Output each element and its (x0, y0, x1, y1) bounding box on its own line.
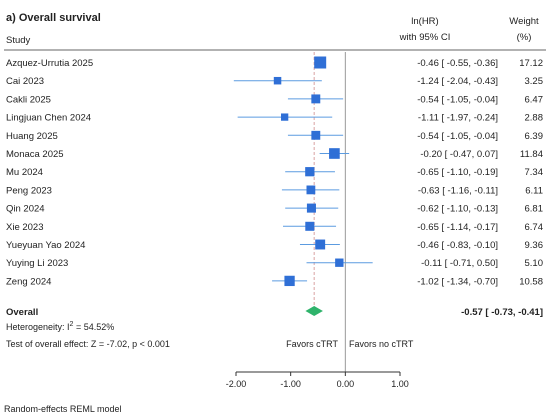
effect-size-marker (281, 113, 289, 121)
overall-label: Overall (6, 307, 38, 318)
weight-text: 17.12 (519, 58, 543, 69)
heterogeneity-text: Heterogeneity: I2 = 54.52% (6, 321, 114, 332)
table-row: Qin 2024 -0.62 [ -1.10, -0.13] 6.81 (6, 203, 544, 215)
weight-text: 7.34 (525, 167, 544, 178)
study-name: Huang 2025 (6, 131, 58, 142)
effect-column-header-line1: ln(HR) (411, 16, 438, 27)
table-row: Peng 2023 -0.63 [ -1.16, -0.11] 6.11 (6, 185, 543, 196)
weight-text: 6.11 (525, 185, 543, 196)
table-row: Yuying Li 2023 -0.11 [ -0.71, 0.50] 5.10 (6, 258, 543, 269)
effect-ci-text: -0.46 [ -0.83, -0.10] (417, 240, 498, 251)
effect-ci-text: -0.11 [ -0.71, 0.50] (421, 258, 498, 269)
study-name: Cai 2023 (6, 76, 44, 87)
weight-text: 11.84 (520, 149, 543, 160)
effect-size-marker (273, 76, 282, 85)
study-name: Zeng 2024 (6, 276, 51, 287)
table-row: Lingjuan Chen 2024 -1.11 [ -1.97, -0.24] 2… (6, 113, 543, 124)
effect-ci-text: -0.54 [ -1.05, -0.04] (417, 94, 498, 105)
table-row: Mu 2024 -0.65 [ -1.10, -0.19] 7.34 (6, 167, 543, 178)
effect-ci-text: -0.65 [ -1.14, -0.17] (417, 222, 498, 233)
effect-ci-text: -0.46 [ -0.55, -0.36] (417, 58, 498, 69)
effect-size-marker (284, 275, 295, 287)
effect-size-marker (305, 221, 315, 231)
effect-size-marker (306, 203, 316, 213)
study-name: Peng 2023 (6, 185, 52, 196)
study-name: Lingjuan Chen 2024 (6, 113, 91, 124)
table-row: Azquez-Urrutia 2025 -0.46 [ -0.55, -0.36]… (6, 56, 543, 69)
weight-column-header-line2: (%) (517, 32, 532, 43)
effect-ci-text: -1.24 [ -2.04, -0.43] (417, 76, 498, 87)
x-axis: -2.00 -1.00 0.00 1.00 (226, 371, 409, 389)
favors-left-label: Favors cTRT (286, 339, 338, 349)
effect-size-marker (311, 130, 321, 140)
study-rows: Azquez-Urrutia 2025 -0.46 [ -0.55, -0.36]… (6, 52, 543, 372)
favors-right-label: Favors no cTRT (349, 339, 414, 349)
weight-text: 2.88 (525, 113, 544, 124)
effect-ci-text: -0.20 [ -0.47, 0.07] (420, 149, 498, 160)
effect-size-marker (311, 94, 321, 104)
study-name: Qin 2024 (6, 204, 45, 215)
weight-text: 6.81 (525, 204, 544, 215)
weight-text: 9.36 (525, 240, 544, 251)
study-name: Xie 2023 (6, 222, 44, 233)
weight-text: 6.74 (525, 222, 544, 233)
study-name: Yueyuan Yao 2024 (6, 240, 85, 251)
overall-effect-diamond (305, 306, 323, 316)
effect-size-marker (305, 167, 315, 177)
x-axis-tick-label: 0.00 (337, 379, 355, 389)
effect-size-marker (329, 148, 340, 159)
weight-column-header-line1: Weight (509, 16, 539, 27)
footnote: Random-effects REML model (4, 404, 122, 414)
weight-text: 3.25 (525, 76, 544, 87)
x-axis-tick-label: -2.00 (226, 379, 247, 389)
overall-ci-text: -0.57 [ -0.73, -0.41] (461, 307, 543, 318)
effect-ci-text: -1.02 [ -1.34, -0.70] (417, 276, 498, 287)
weight-text: 6.39 (525, 131, 544, 142)
effect-size-marker (314, 56, 327, 69)
table-row: Monaca 2025 -0.20 [ -0.47, 0.07] 11.84 (6, 148, 543, 160)
effect-ci-text: -0.62 [ -1.10, -0.13] (417, 204, 498, 215)
effect-size-marker (335, 258, 344, 267)
overall-effect-test: Test of overall effect: Z = -7.02, p < 0… (6, 339, 170, 349)
study-name: Cakli 2025 (6, 94, 51, 105)
table-row: Yueyuan Yao 2024 -0.46 [ -0.83, -0.10] 9.3… (6, 239, 544, 251)
effect-size-marker (306, 185, 316, 195)
study-name: Azquez-Urrutia 2025 (6, 58, 93, 69)
weight-text: 6.47 (525, 94, 544, 105)
effect-ci-text: -0.54 [ -1.05, -0.04] (417, 131, 498, 142)
weight-text: 10.58 (519, 276, 543, 287)
study-name: Yuying Li 2023 (6, 258, 68, 269)
effect-ci-text: -0.65 [ -1.10, -0.19] (417, 167, 498, 178)
table-row: Cai 2023 -1.24 [ -2.04, -0.43] 3.25 (6, 76, 543, 87)
table-row: Huang 2025 -0.54 [ -1.05, -0.04] 6.39 (6, 131, 543, 142)
effect-ci-text: -0.63 [ -1.16, -0.11] (418, 185, 498, 196)
study-column-header: Study (6, 35, 31, 46)
effect-ci-text: -1.11 [ -1.97, -0.24] (418, 113, 498, 124)
study-name: Monaca 2025 (6, 149, 64, 160)
table-row: Xie 2023 -0.65 [ -1.14, -0.17] 6.74 (6, 221, 544, 233)
table-row: Cakli 2025 -0.54 [ -1.05, -0.04] 6.47 (6, 94, 543, 105)
weight-text: 5.10 (525, 258, 544, 269)
effect-size-marker (315, 239, 326, 250)
table-row: Zeng 2024 -1.02 [ -1.34, -0.70] 10.58 (6, 275, 543, 287)
x-axis-tick-label: -1.00 (280, 379, 301, 389)
effect-column-header-line2: with 95% CI (399, 32, 451, 43)
x-axis-tick-label: 1.00 (391, 379, 409, 389)
chart-title: a) Overall survival (6, 12, 101, 24)
study-name: Mu 2024 (6, 167, 43, 178)
